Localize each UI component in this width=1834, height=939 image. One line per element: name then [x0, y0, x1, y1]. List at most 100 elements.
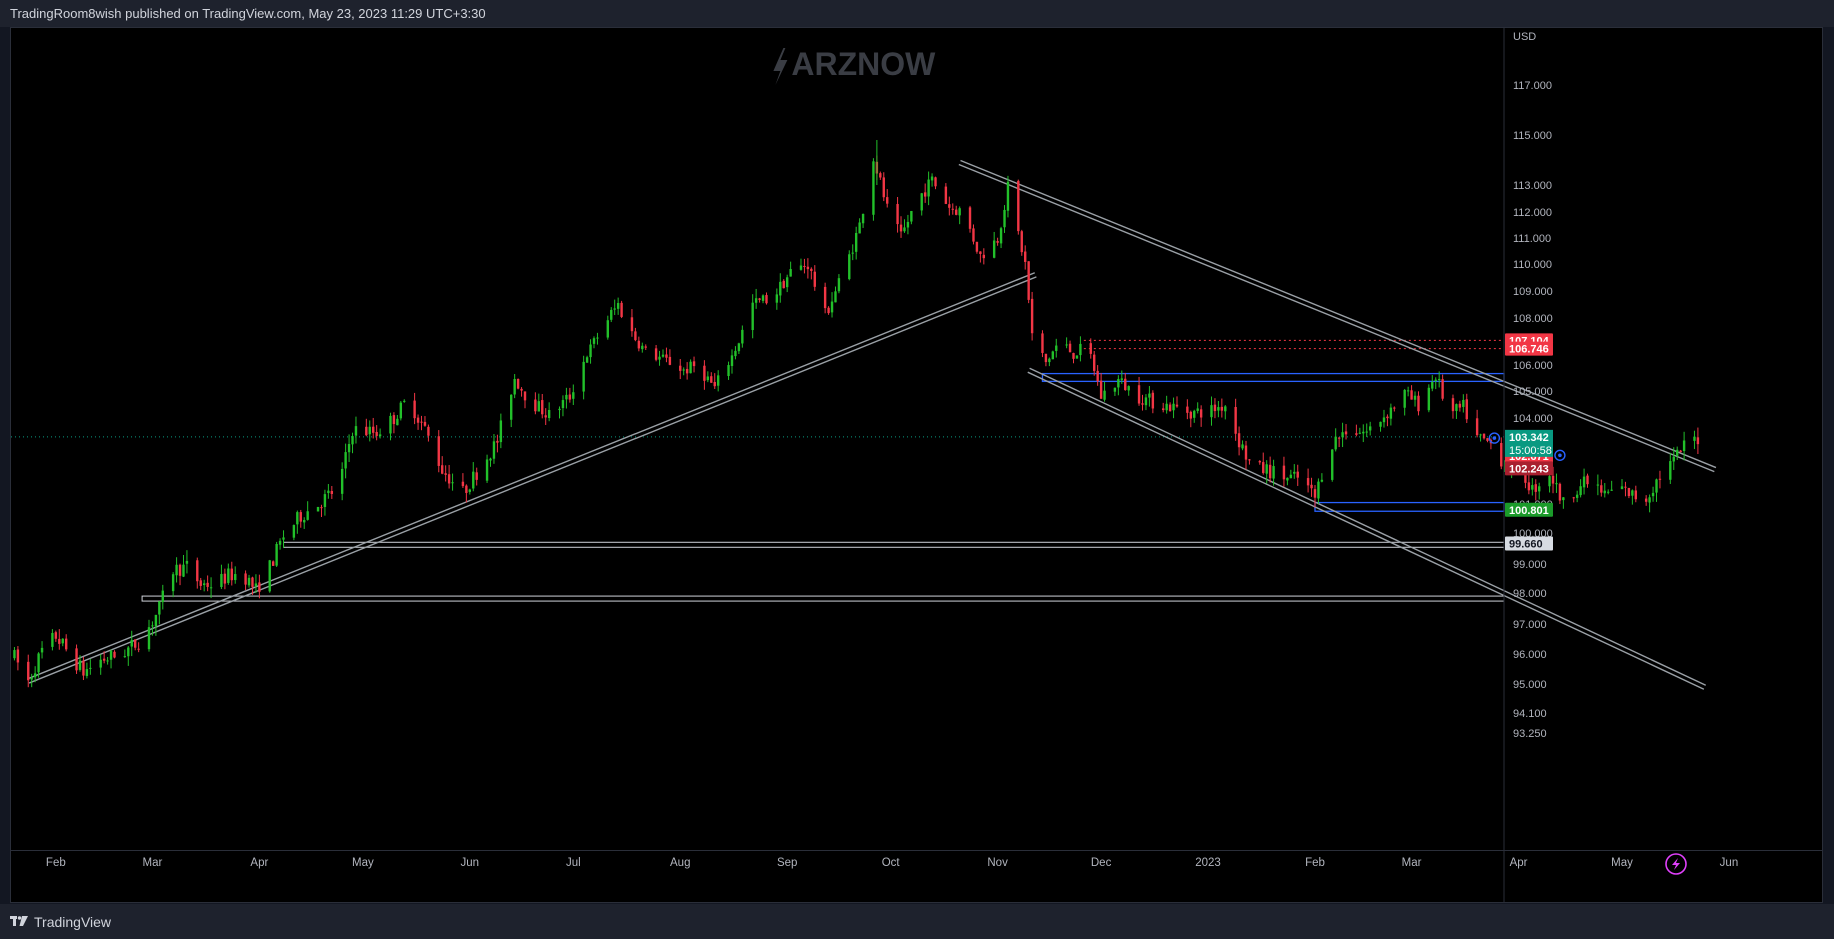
candle-body [1406, 390, 1410, 392]
candle-body [1531, 485, 1534, 490]
candle-body [634, 331, 637, 341]
candle [1224, 405, 1227, 420]
candle-body [547, 409, 551, 419]
candle-body [1258, 461, 1261, 463]
candle [437, 430, 440, 473]
price-tick-label: 94.100 [1513, 708, 1547, 720]
candle-body [427, 426, 430, 436]
time-tick-label: Feb [46, 857, 66, 869]
candle-body [1165, 403, 1168, 411]
chart-frame[interactable]: ARZNOW USD 117.000 115.000 113.000 112.000 11… [10, 27, 1823, 903]
candle [830, 292, 834, 318]
candle-body [1596, 484, 1600, 486]
candle [920, 192, 923, 216]
candle-body [1189, 411, 1192, 419]
channel-line[interactable] [27, 272, 1037, 684]
channel-line[interactable] [1027, 367, 1707, 690]
time-tick-label: Feb [1305, 857, 1325, 869]
candle [316, 506, 320, 512]
candle [848, 250, 851, 281]
time-axis[interactable]: Feb Mar Apr May Jun Jul Aug Sep Oct Nov Dec 2023 Feb… [46, 857, 1738, 869]
candle [899, 216, 903, 238]
candle-body [130, 640, 133, 647]
candle-body [516, 378, 520, 389]
candle [247, 574, 251, 588]
lightning-icon[interactable] [1665, 853, 1687, 875]
candle-body [106, 660, 109, 662]
candle [485, 454, 489, 483]
price-tick-label: 109.000 [1513, 286, 1553, 298]
candle [572, 384, 575, 406]
candle-body [661, 354, 665, 357]
candle [413, 392, 416, 425]
candle [872, 158, 875, 221]
candle [630, 309, 634, 337]
candle-body [158, 601, 161, 615]
candle [979, 251, 982, 263]
candle [1579, 479, 1582, 498]
candle-body [1024, 251, 1027, 262]
candle [206, 575, 209, 592]
candle-body [1417, 395, 1420, 412]
candle [16, 646, 20, 671]
candle-body [879, 173, 882, 178]
candle-body [592, 338, 596, 344]
candle-body [1172, 403, 1175, 411]
candle-body [999, 228, 1003, 244]
candle-body [327, 490, 330, 494]
candle [1413, 391, 1417, 407]
candle [58, 629, 61, 650]
candle [1406, 386, 1410, 397]
candle-body [1144, 397, 1148, 406]
tradingview-logo[interactable]: TradingView [0, 914, 111, 930]
candle-body [1282, 465, 1286, 480]
candle [1596, 474, 1600, 496]
level-lines [11, 339, 1543, 469]
candle [823, 282, 827, 314]
candle [585, 355, 589, 363]
candle-body [958, 208, 961, 216]
candle [758, 297, 761, 303]
signal-marker [1554, 449, 1566, 461]
candle [1151, 390, 1155, 414]
candle-body [1572, 497, 1575, 499]
candle [1103, 381, 1106, 402]
candle [716, 370, 720, 392]
candle-body [727, 365, 730, 377]
candle-body [489, 458, 492, 461]
trendlines[interactable] [27, 159, 1717, 690]
candle-body [499, 420, 503, 443]
candle [1682, 431, 1686, 461]
candle [1306, 468, 1310, 493]
candle-body [420, 421, 423, 423]
candle [130, 630, 133, 657]
candle-body [806, 266, 810, 270]
candle-body [610, 309, 613, 320]
candle-body [1669, 461, 1672, 480]
candle [582, 355, 585, 400]
candle-body [923, 192, 927, 197]
candle-body [151, 625, 154, 627]
candle-body [1355, 433, 1358, 435]
candle-body [1020, 231, 1023, 253]
candle [182, 554, 185, 578]
candle [1538, 482, 1541, 500]
candle [230, 561, 233, 586]
candle [251, 576, 254, 595]
candle-body [51, 633, 54, 647]
candlestick-chart[interactable]: ARZNOW USD 117.000 115.000 113.000 112.000 11… [11, 28, 1822, 902]
candle [634, 327, 637, 342]
time-tick-label: Sep [777, 857, 797, 869]
price-zone [1314, 501, 1505, 512]
candle-body [61, 638, 64, 644]
candle [558, 406, 561, 419]
candle-body [596, 337, 599, 339]
candle [637, 336, 641, 352]
level-price-label: 102.243 [1505, 461, 1553, 476]
candle [1627, 487, 1631, 499]
channel-line[interactable] [958, 159, 1717, 473]
candle [968, 205, 972, 233]
candle [89, 658, 92, 675]
candle-body [1427, 387, 1431, 411]
candle-body [399, 402, 403, 419]
